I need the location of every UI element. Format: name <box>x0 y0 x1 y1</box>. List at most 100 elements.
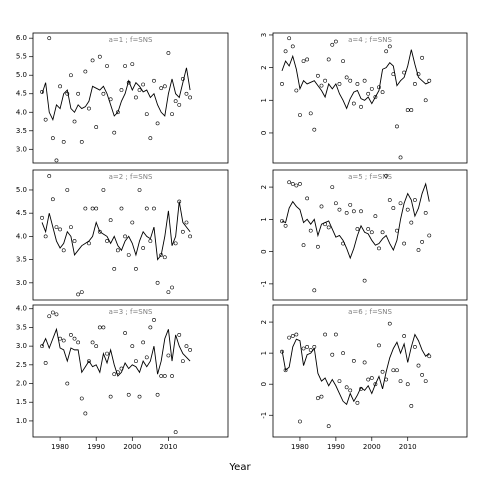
data-point <box>420 240 424 244</box>
data-point <box>420 55 424 60</box>
data-point <box>409 220 414 225</box>
data-point <box>341 59 345 63</box>
data-point <box>366 91 371 96</box>
data-point <box>144 206 149 211</box>
data-point <box>97 229 102 234</box>
data-point <box>72 336 77 341</box>
data-point <box>351 101 356 106</box>
data-point <box>377 85 381 90</box>
data-point <box>159 374 164 378</box>
data-point <box>290 334 295 338</box>
data-point <box>416 72 421 77</box>
data-point <box>115 110 120 115</box>
data-point <box>384 173 389 178</box>
y-tick-label: 3.5 <box>16 127 27 135</box>
data-point <box>119 88 124 92</box>
data-point <box>298 419 302 424</box>
data-point <box>290 181 295 186</box>
data-point <box>369 376 374 380</box>
panel-frame <box>32 169 229 301</box>
data-point <box>43 234 48 239</box>
data-point <box>130 62 135 67</box>
y-tick-label: 5.5 <box>16 53 27 61</box>
data-point <box>155 392 160 397</box>
data-point <box>409 404 414 408</box>
data-point <box>159 86 164 91</box>
data-point <box>188 347 192 352</box>
data-point <box>416 248 421 252</box>
data-point <box>76 91 81 96</box>
data-point <box>61 248 66 253</box>
x-tick-label: 2010 <box>399 443 417 451</box>
data-point <box>362 360 367 365</box>
data-point <box>173 241 178 246</box>
data-point <box>115 248 120 253</box>
data-point <box>326 225 331 230</box>
data-point <box>180 229 185 234</box>
data-point <box>40 215 44 220</box>
data-point <box>105 239 109 243</box>
data-point <box>152 318 156 322</box>
data-point <box>359 104 363 109</box>
data-point <box>308 228 313 233</box>
data-point <box>155 121 160 126</box>
data-point <box>166 51 171 55</box>
data-point <box>301 59 306 63</box>
series-line <box>41 201 191 261</box>
data-point <box>141 340 146 345</box>
data-point <box>416 363 421 368</box>
y-tick-label: 0 <box>260 249 268 253</box>
data-point <box>305 345 310 349</box>
data-point <box>105 351 109 356</box>
data-point <box>348 388 353 393</box>
data-point <box>50 136 55 141</box>
data-point <box>141 246 146 250</box>
data-point <box>134 359 138 363</box>
panel-frame <box>272 169 468 301</box>
data-point <box>373 214 378 219</box>
data-point <box>298 113 302 117</box>
data-point <box>119 366 124 371</box>
y-tick-label: 5.0 <box>16 186 27 194</box>
data-point <box>123 331 127 335</box>
data-point <box>47 36 52 41</box>
data-point <box>423 98 428 103</box>
data-point <box>184 220 189 225</box>
data-point <box>387 198 392 202</box>
data-point <box>40 89 44 94</box>
y-tick-label: 4.0 <box>16 305 27 313</box>
data-point <box>112 266 117 271</box>
data-point <box>83 411 88 416</box>
series-line <box>41 67 191 121</box>
data-point <box>333 39 338 44</box>
data-point <box>427 78 432 83</box>
data-point <box>337 207 342 212</box>
data-point <box>126 80 131 85</box>
series-line <box>281 49 430 110</box>
data-point <box>94 344 99 349</box>
data-point <box>395 368 399 373</box>
data-point <box>72 119 77 124</box>
series-line <box>281 333 430 406</box>
data-point <box>43 361 48 365</box>
data-point <box>148 136 153 141</box>
data-point <box>79 139 84 144</box>
data-point <box>387 321 392 326</box>
data-point <box>65 91 70 96</box>
data-point <box>366 377 371 382</box>
data-point <box>323 78 327 83</box>
data-point <box>152 206 156 211</box>
strip-label: a=5 ; f=SNS <box>348 173 392 181</box>
data-point <box>162 84 167 89</box>
data-point <box>305 57 310 62</box>
panel-frame <box>272 304 468 438</box>
data-point <box>312 288 317 293</box>
data-point <box>402 241 407 246</box>
data-point <box>362 278 367 283</box>
data-point <box>366 227 371 231</box>
y-tick-label: 3.5 <box>16 323 27 331</box>
data-point <box>333 332 338 337</box>
data-point <box>369 86 374 91</box>
data-point <box>380 230 385 235</box>
